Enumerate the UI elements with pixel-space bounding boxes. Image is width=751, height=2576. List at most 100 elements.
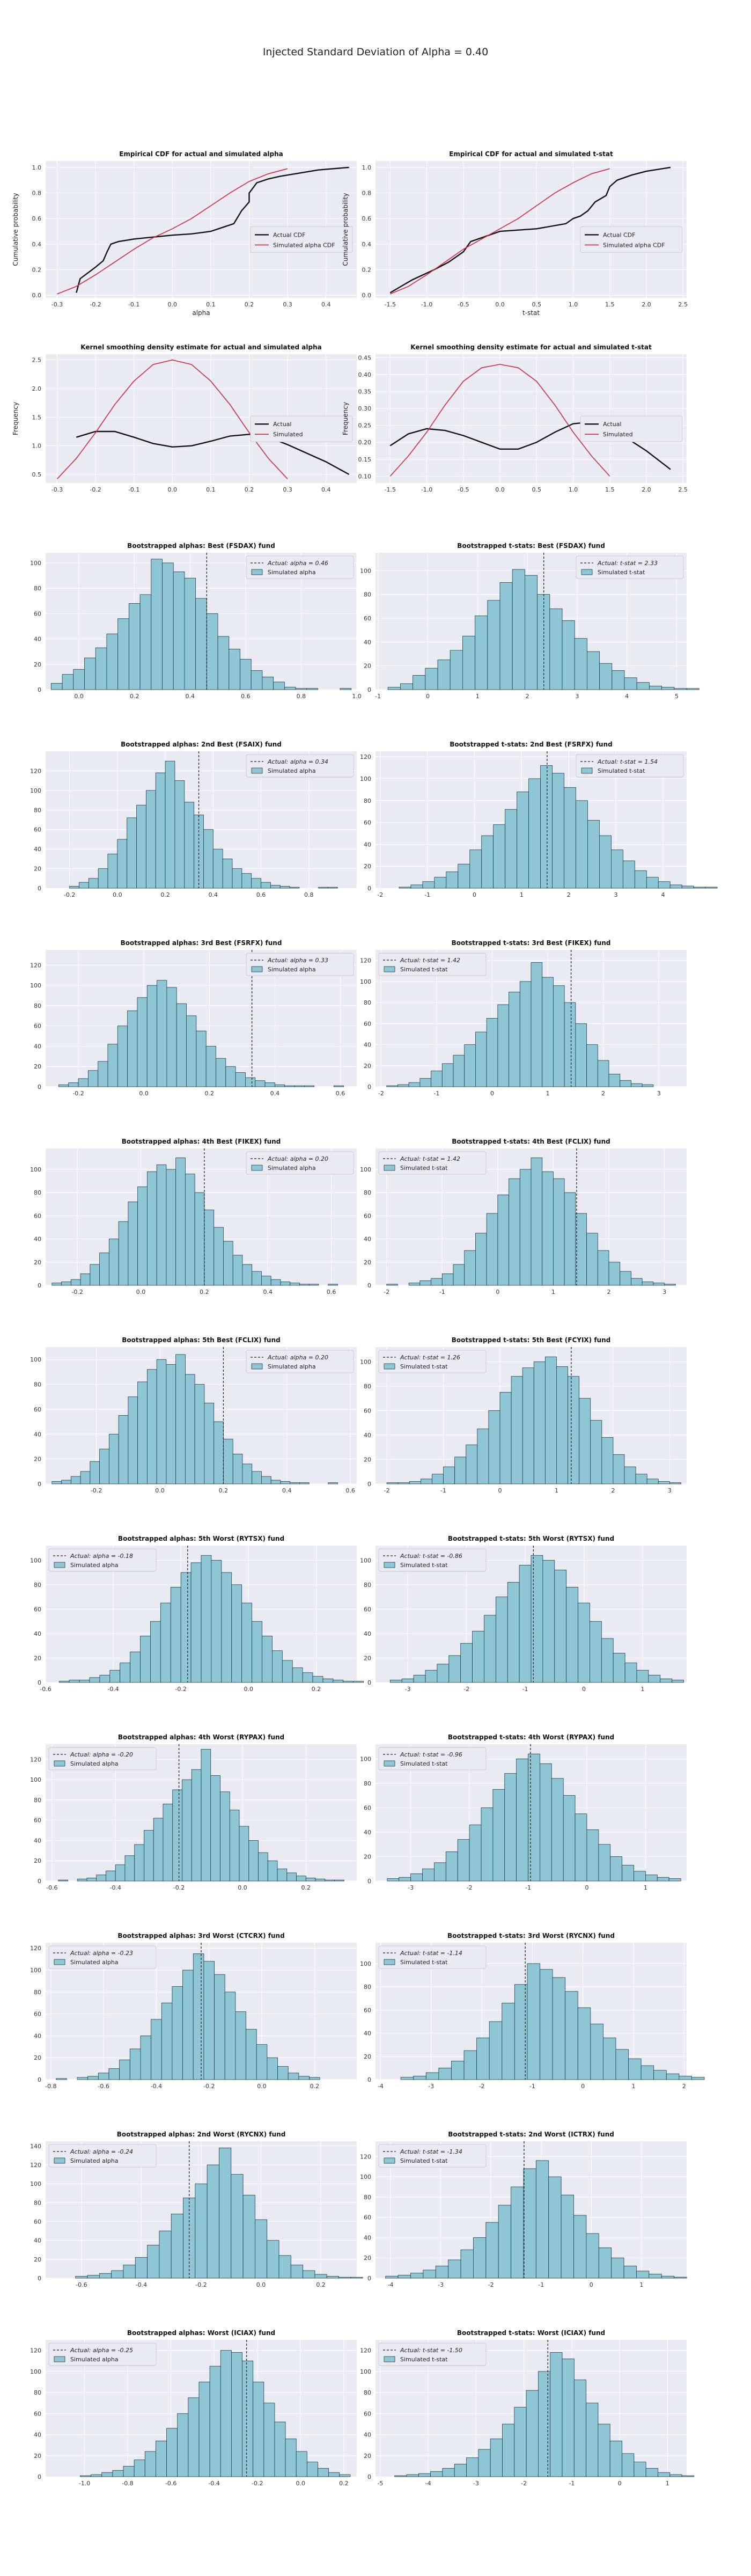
y-tick-label: 0.2 bbox=[362, 267, 372, 274]
y-tick-label: 20 bbox=[364, 2053, 371, 2060]
histogram-bar bbox=[90, 1264, 100, 1286]
y-tick-label: 1.0 bbox=[32, 164, 42, 171]
histogram-bar bbox=[492, 1789, 505, 1882]
histogram-bar bbox=[477, 1429, 489, 1484]
x-tick-label: 0.0 bbox=[155, 1487, 165, 1494]
legend-swatch-simulated bbox=[251, 767, 263, 774]
y-tick-label: 120 bbox=[30, 962, 41, 969]
legend-label-simulated: Simulated alpha bbox=[268, 767, 316, 774]
x-tick-label: 0.2 bbox=[312, 1686, 321, 1693]
histogram-bar bbox=[620, 1080, 631, 1087]
histogram-bar bbox=[69, 1680, 80, 1683]
histogram-bar bbox=[295, 688, 307, 690]
x-tick-label: -1.0 bbox=[421, 486, 432, 493]
y-tick-label: 0 bbox=[367, 1084, 371, 1091]
histogram-bar bbox=[235, 2011, 246, 2080]
x-tick-label: -1 bbox=[433, 1090, 439, 1097]
histogram-bar bbox=[399, 887, 411, 889]
x-tick-label: -1.5 bbox=[385, 301, 396, 308]
histogram-bar bbox=[326, 2276, 339, 2279]
y-tick-label: 60 bbox=[364, 615, 371, 622]
histogram-bar bbox=[566, 1587, 578, 1683]
histogram-bar bbox=[162, 562, 174, 690]
histogram-bar bbox=[509, 992, 520, 1087]
y-tick-label: 0.4 bbox=[32, 241, 42, 248]
histogram-bar bbox=[386, 1284, 398, 1286]
y-tick-label: 120 bbox=[30, 2347, 41, 2354]
histogram-bar bbox=[232, 1453, 243, 1484]
y-tick-label: 40 bbox=[34, 2032, 41, 2039]
chart-11: -0.2 0.0 0.2 0.4 0.6 0 20 40 60 80 100 Bootstrapped… bbox=[30, 1138, 357, 1296]
histogram-bar bbox=[61, 1282, 71, 1286]
histogram-bar bbox=[212, 848, 223, 889]
legend-box bbox=[378, 1945, 487, 1969]
y-tick-label: 0 bbox=[38, 1481, 41, 1488]
histogram-bar bbox=[290, 1482, 300, 1484]
histogram-bar bbox=[261, 1476, 271, 1484]
histogram-bar bbox=[225, 1066, 236, 1087]
histogram-bar bbox=[425, 668, 438, 690]
legend-label-simulated: Simulated alpha bbox=[268, 569, 316, 576]
histogram-bar bbox=[642, 1282, 654, 1286]
histogram-bar bbox=[89, 1677, 100, 1683]
legend-box bbox=[378, 1747, 487, 1770]
histogram-bar bbox=[339, 2474, 351, 2477]
histogram-bar bbox=[282, 1660, 293, 1683]
histogram-bar bbox=[211, 1560, 222, 1683]
histogram-bar bbox=[184, 802, 195, 889]
histogram-bar bbox=[62, 674, 74, 690]
y-tick-label: 0 bbox=[367, 686, 371, 693]
histogram-bar bbox=[466, 1444, 478, 1484]
histogram-bar bbox=[209, 2366, 221, 2477]
histogram-bar bbox=[231, 2174, 244, 2279]
y-tick-label: 20 bbox=[34, 1259, 41, 1266]
x-tick-label: -0.6 bbox=[46, 1884, 57, 1891]
histogram-bar bbox=[328, 1284, 338, 1286]
histogram-bar bbox=[328, 887, 338, 889]
y-tick-label: 20 bbox=[364, 2453, 371, 2460]
histogram-bar bbox=[446, 872, 459, 889]
histogram-bar bbox=[127, 817, 137, 889]
legend-swatch-simulated bbox=[54, 2157, 65, 2164]
histogram-bar bbox=[425, 1670, 438, 1683]
legend-label: Actual CDF bbox=[603, 231, 635, 238]
x-tick-label: 0 bbox=[490, 1090, 494, 1097]
y-tick-label: 20 bbox=[364, 663, 371, 670]
histogram-bar bbox=[649, 685, 662, 690]
histogram-bar bbox=[190, 1562, 202, 1683]
histogram-bar bbox=[645, 1875, 658, 1882]
x-tick-label: -0.2 bbox=[71, 1289, 83, 1296]
legend-label-simulated: Simulated t-stat bbox=[598, 767, 645, 774]
histogram-bar bbox=[611, 2257, 624, 2279]
legend-label-actual: Actual: alpha = 0.20 bbox=[267, 1354, 328, 1361]
histogram-bar bbox=[635, 1474, 647, 1484]
legend-swatch-simulated bbox=[384, 1165, 395, 1171]
y-tick-label: 40 bbox=[34, 636, 41, 643]
histogram-bar bbox=[333, 1085, 344, 1087]
legend-box bbox=[48, 2144, 157, 2168]
histogram-bar bbox=[658, 1481, 670, 1484]
histogram-bar bbox=[464, 1250, 476, 1286]
histogram-bar bbox=[598, 2247, 612, 2279]
histogram-bar bbox=[196, 1030, 207, 1087]
histogram-bar bbox=[117, 1026, 128, 1087]
y-tick-label: 0 bbox=[38, 2076, 41, 2083]
x-tick-label: 0 bbox=[582, 1686, 586, 1693]
x-tick-label: 0 bbox=[590, 2281, 593, 2288]
legend-box bbox=[250, 415, 353, 442]
histogram-bar bbox=[98, 2073, 109, 2080]
histogram-bar bbox=[469, 850, 482, 889]
x-tick-label: -2 bbox=[384, 1289, 389, 1296]
histogram-bar bbox=[292, 1667, 303, 1683]
y-tick-label: 80 bbox=[364, 2389, 371, 2396]
histogram-bar bbox=[575, 1813, 587, 1882]
histogram-bar bbox=[298, 2076, 310, 2080]
histogram-bar bbox=[408, 1082, 421, 1087]
histogram-bar bbox=[61, 1480, 71, 1484]
histogram-bar bbox=[457, 1839, 470, 1882]
histogram-bar bbox=[409, 1481, 421, 1484]
x-tick-label: 3 bbox=[662, 1289, 666, 1296]
histogram-bar bbox=[497, 1004, 509, 1087]
histogram-bar bbox=[475, 616, 488, 690]
